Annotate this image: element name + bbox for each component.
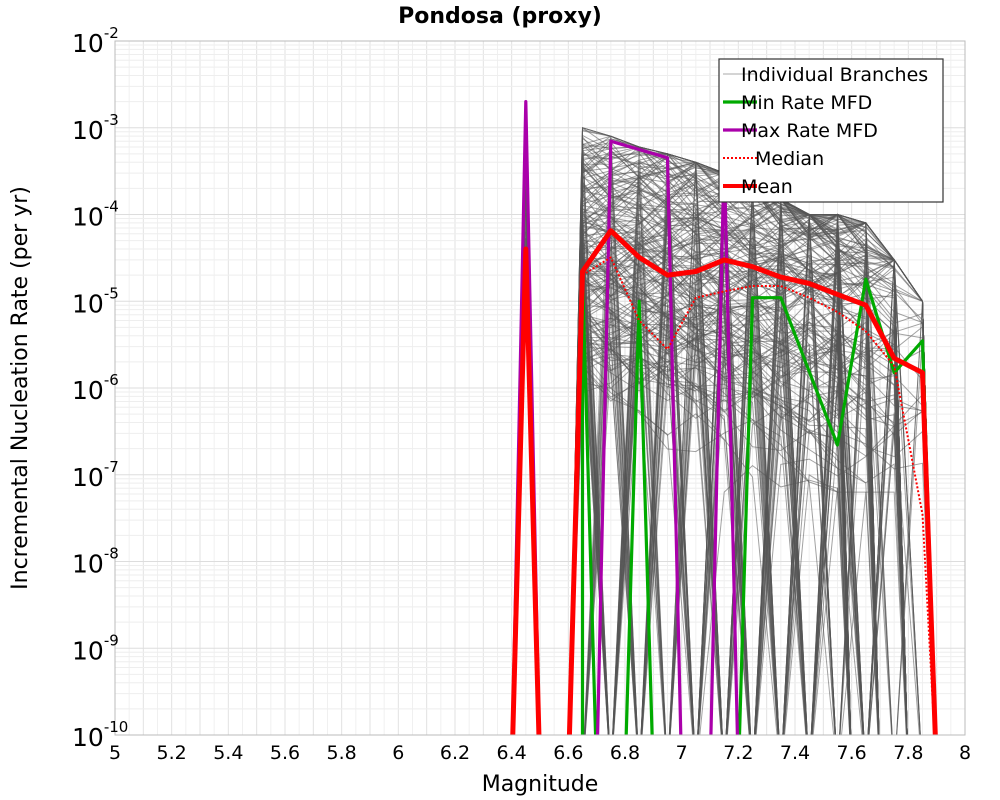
y-tick-label: 10-10: [72, 718, 128, 752]
legend-label: Min Rate MFD: [741, 92, 872, 114]
x-tick-label: 6: [392, 742, 404, 764]
branch-line: [569, 304, 908, 735]
y-tick-label: 10-4: [72, 198, 119, 232]
x-tick-label: 8: [959, 742, 971, 764]
branch-line: [512, 255, 880, 735]
y-tick-base: 10: [72, 29, 104, 58]
x-tick-label: 7.4: [780, 742, 810, 764]
branch-line: [568, 219, 936, 735]
plot-frame: [114, 40, 966, 736]
y-tick-base: 10: [72, 550, 104, 579]
y-tick-base: 10: [72, 376, 104, 405]
branch-line: [568, 180, 852, 735]
branch-line: [568, 206, 908, 735]
branch-line: [512, 260, 908, 735]
y-axis-label: Incremental Nucleation Rate (per yr): [8, 186, 33, 590]
x-tick-label: 7: [676, 742, 688, 764]
series-layer: [510, 100, 938, 735]
series-line-median: [568, 256, 936, 735]
legend-label: Mean: [741, 176, 793, 198]
branch-line: [569, 274, 937, 735]
branch-line: [568, 137, 852, 735]
y-tick-exponent: -9: [104, 631, 119, 649]
branch-line: [568, 157, 836, 735]
branch-line: [568, 161, 852, 735]
x-tick-label: 5.2: [157, 742, 187, 764]
y-tick-exponent: -5: [104, 284, 119, 302]
branch-line: [568, 279, 908, 735]
y-tick-base: 10: [72, 203, 104, 232]
y-tick-exponent: -10: [104, 718, 129, 736]
y-tick-exponent: -3: [104, 111, 119, 129]
y-tick-base: 10: [72, 463, 104, 492]
y-tick-label: 10-6: [72, 371, 119, 405]
x-tick-label: 5.8: [327, 742, 357, 764]
legend-label: Median: [755, 148, 824, 170]
branch-line: [568, 210, 852, 735]
branch-line: [512, 231, 920, 735]
y-tick-base: 10: [72, 723, 104, 752]
branch-line: [568, 170, 937, 735]
y-tick-base: 10: [72, 636, 104, 665]
x-tick-label: 7.8: [893, 742, 923, 764]
y-tick-label: 10-9: [72, 631, 119, 665]
y-tick-label: 10-7: [72, 458, 119, 492]
branch-line: [568, 210, 852, 735]
branch-line: [568, 248, 851, 735]
y-tick-label: 10-5: [72, 284, 119, 318]
series-line-min-rate-mfd: [580, 273, 937, 735]
x-tick-label: 7.6: [837, 742, 867, 764]
y-tick-exponent: -4: [104, 198, 119, 216]
y-tick-label: 10-2: [72, 24, 119, 58]
y-tick-label: 10-8: [72, 545, 119, 579]
legend-label: Max Rate MFD: [741, 120, 878, 142]
legend: Individual Branches Min Rate MFD Max Rate …: [718, 58, 944, 203]
ticks-layer: 5 5.2 5.4 5.6 5.8 6 6.2 6.4 6.6 6.8 7 7.2 7.4 7.6 7.8 8…: [72, 24, 971, 764]
x-tick-label: 6.4: [497, 742, 527, 764]
x-tick-label: 6.2: [440, 742, 470, 764]
branch-line: [568, 162, 908, 735]
legend-label: Individual Branches: [741, 64, 928, 86]
branch-line: [512, 152, 936, 735]
branch-line: [512, 238, 851, 735]
y-tick-exponent: -8: [104, 545, 119, 563]
branch-line: [569, 360, 879, 735]
branch-line: [584, 365, 851, 735]
y-tick-base: 10: [72, 116, 104, 145]
branch-line: [568, 273, 907, 735]
x-tick-label: 6.8: [610, 742, 640, 764]
x-tick-label: 5.4: [213, 742, 243, 764]
x-axis-label: Magnitude: [482, 772, 599, 797]
chart-title: Pondosa (proxy): [398, 4, 602, 29]
branch-line: [568, 241, 851, 735]
branch-line: [568, 184, 908, 735]
y-tick-exponent: -2: [104, 24, 119, 42]
branch-line: [568, 216, 937, 735]
x-tick-label: 7.2: [723, 742, 753, 764]
y-tick-label: 10-3: [72, 111, 119, 145]
branch-line: [569, 317, 936, 735]
branch-line: [568, 141, 921, 735]
branch-line: [568, 172, 908, 735]
y-tick-exponent: -7: [104, 458, 119, 476]
x-tick-label: 6.6: [553, 742, 583, 764]
x-tick-label: 5.6: [270, 742, 300, 764]
y-tick-base: 10: [72, 289, 104, 318]
x-tick-label: 5: [109, 742, 121, 764]
branch-line: [568, 160, 908, 735]
y-tick-exponent: -6: [104, 371, 119, 389]
branch-line: [512, 165, 880, 735]
series-line-mean: [510, 228, 938, 735]
